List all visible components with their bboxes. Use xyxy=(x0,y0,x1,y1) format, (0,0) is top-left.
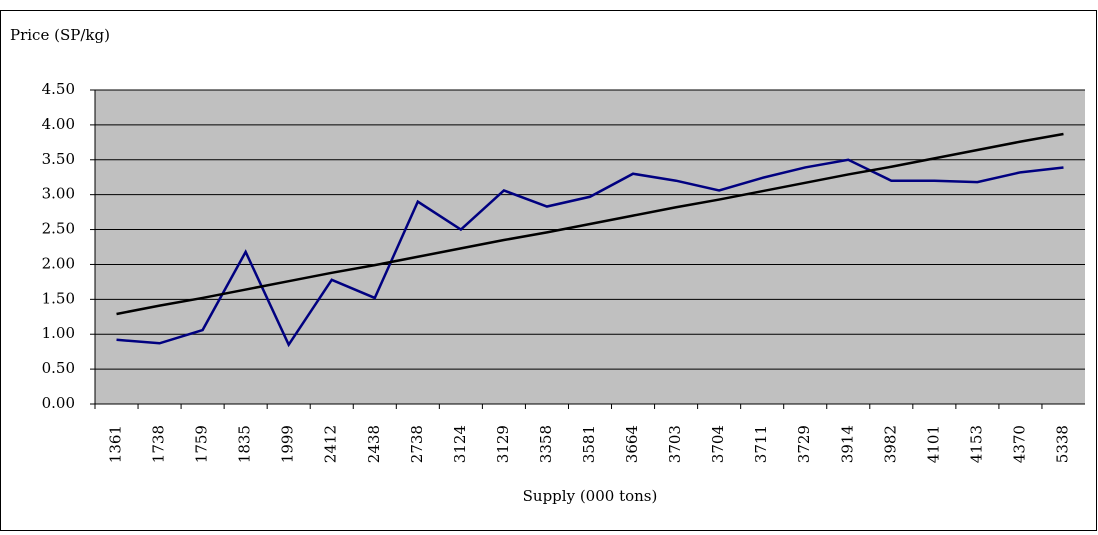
x-tick-label: 3124 xyxy=(451,425,469,463)
x-tick-label: 3711 xyxy=(752,425,770,463)
y-tick-label: 2.50 xyxy=(42,220,75,238)
y-tick-label: 1.50 xyxy=(42,289,75,307)
x-tick-label: 4101 xyxy=(924,425,942,463)
x-tick-label: 4153 xyxy=(967,425,985,463)
x-tick-label: 3581 xyxy=(580,425,598,463)
y-tick-label: 0.00 xyxy=(42,394,75,412)
x-tick-label: 3914 xyxy=(838,425,856,463)
y-tick-label: 1.00 xyxy=(42,324,75,342)
x-tick-label: 2738 xyxy=(408,425,426,463)
x-axis-title: Supply (000 tons) xyxy=(523,487,658,505)
x-tick-label: 1759 xyxy=(193,425,211,463)
y-tick-label: 4.50 xyxy=(42,80,75,98)
x-tick-label: 1999 xyxy=(279,425,297,463)
plot-area xyxy=(95,90,1085,404)
x-tick-label: 3982 xyxy=(881,425,899,463)
series-line xyxy=(116,158,1064,348)
x-tick-label: 3664 xyxy=(623,425,641,463)
x-tick-label: 3129 xyxy=(494,425,512,463)
x-tick-label: 5338 xyxy=(1053,425,1071,463)
x-tick-label: 1361 xyxy=(107,425,125,463)
y-tick-label: 4.00 xyxy=(42,115,75,133)
y-tick-label: 3.00 xyxy=(42,185,75,203)
x-tick-label: 1835 xyxy=(236,425,254,463)
x-tick-label: 2412 xyxy=(322,425,340,463)
series-line xyxy=(116,132,1064,316)
y-tick-label: 2.00 xyxy=(42,254,75,272)
y-axis-title: Price (SP/kg) xyxy=(10,26,110,44)
x-tick-label: 3729 xyxy=(795,425,813,463)
x-tick-label: 4370 xyxy=(1010,425,1028,463)
y-tick-label: 3.50 xyxy=(42,150,75,168)
x-tick-label: 3703 xyxy=(666,425,684,463)
y-tick-label: 0.50 xyxy=(42,359,75,377)
x-tick-label: 3358 xyxy=(537,425,555,463)
x-tick-label: 3704 xyxy=(709,425,727,463)
x-tick-label: 1738 xyxy=(150,425,168,463)
x-tick-label: 2438 xyxy=(365,425,383,463)
